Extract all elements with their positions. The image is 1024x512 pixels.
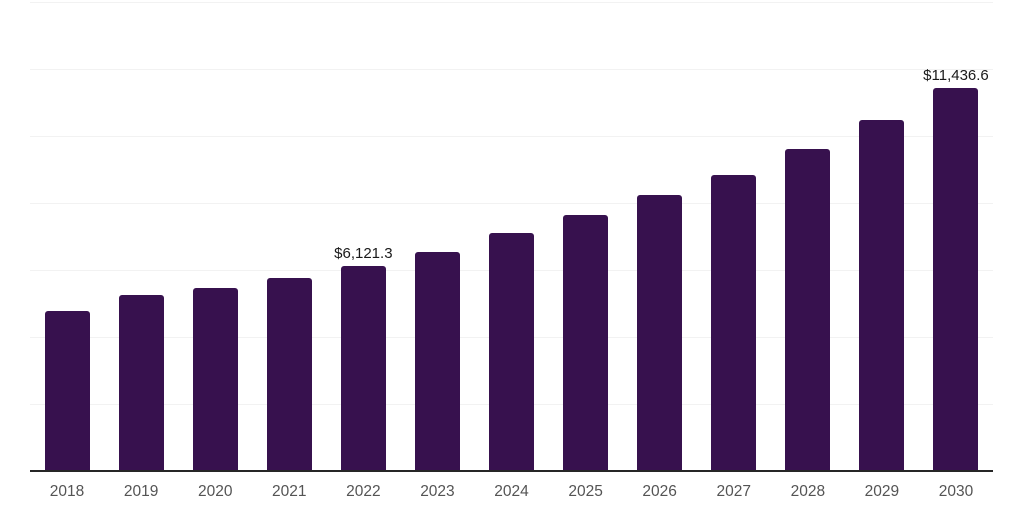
bar-wrap	[414, 251, 460, 471]
bar-2019[interactable]	[118, 295, 164, 471]
bar-slot	[845, 2, 919, 471]
x-tick-label: 2018	[49, 483, 85, 500]
x-axis-labels: 2018 2019 2020 2021 2022 2023 2024 2025 2026 2027…	[30, 483, 993, 501]
bar-wrap	[192, 288, 238, 471]
x-tick-label: 2026	[642, 483, 677, 500]
bar-2020[interactable]	[192, 288, 238, 471]
bar-slot	[400, 2, 474, 471]
bar-slot	[771, 2, 845, 471]
gridline	[30, 69, 993, 70]
bar-wrap	[637, 195, 683, 471]
bar-value-label: $6,121.3	[334, 244, 393, 262]
plot-area: $6,121.3 $11,436.6	[30, 2, 993, 471]
bar-slot: $6,121.3	[326, 2, 400, 471]
bar-wrap: $6,121.3	[334, 245, 393, 471]
x-tick-label: 2020	[197, 483, 233, 500]
bar-2030[interactable]	[933, 87, 979, 471]
x-tick-label: 2028	[790, 483, 826, 500]
bar-wrap	[118, 295, 164, 471]
bar-slot	[178, 2, 252, 471]
bar-2023[interactable]	[414, 251, 460, 471]
x-axis-line	[30, 470, 993, 472]
bar-slot	[474, 2, 548, 471]
x-tick-label: 2027	[716, 483, 751, 500]
bar-wrap	[711, 175, 757, 471]
x-tick-label: 2019	[123, 483, 159, 500]
bar-slot	[549, 2, 623, 471]
bar-value-label: $11,436.6	[923, 66, 989, 84]
bar-wrap	[44, 311, 90, 471]
x-tick-label: 2021	[272, 483, 307, 500]
bar-2018[interactable]	[44, 311, 90, 471]
bar-wrap: $11,436.6	[923, 67, 989, 471]
bar-2029[interactable]	[859, 120, 905, 471]
bar-wrap	[266, 278, 312, 471]
x-tick-label: 2024	[494, 483, 529, 500]
bar-slot	[104, 2, 178, 471]
bar-2022[interactable]	[340, 265, 386, 471]
bars-row: $6,121.3 $11,436.6	[30, 2, 993, 471]
bar-slot	[30, 2, 104, 471]
x-tick-label: 2022	[346, 483, 381, 500]
bar-slot	[623, 2, 697, 471]
bar-wrap	[489, 233, 534, 471]
gridline	[30, 136, 993, 137]
gridline	[30, 203, 993, 204]
bar-slot	[697, 2, 771, 471]
bar-wrap	[859, 120, 905, 471]
bar-2026[interactable]	[637, 195, 683, 471]
x-tick-label: 2025	[568, 483, 603, 500]
bar-2027[interactable]	[711, 175, 757, 471]
x-tick-label: 2030	[938, 483, 974, 500]
x-tick-label: 2023	[420, 483, 455, 500]
gridline	[30, 2, 993, 3]
bar-2021[interactable]	[266, 278, 312, 471]
bar-wrap	[563, 215, 609, 471]
x-tick-label: 2029	[864, 483, 900, 500]
bar-slot: $11,436.6	[919, 2, 993, 471]
bar-slot	[252, 2, 326, 471]
bar-wrap	[785, 149, 831, 471]
bar-2025[interactable]	[563, 215, 609, 471]
bar-2024[interactable]	[489, 233, 534, 471]
bar-2028[interactable]	[785, 149, 831, 471]
